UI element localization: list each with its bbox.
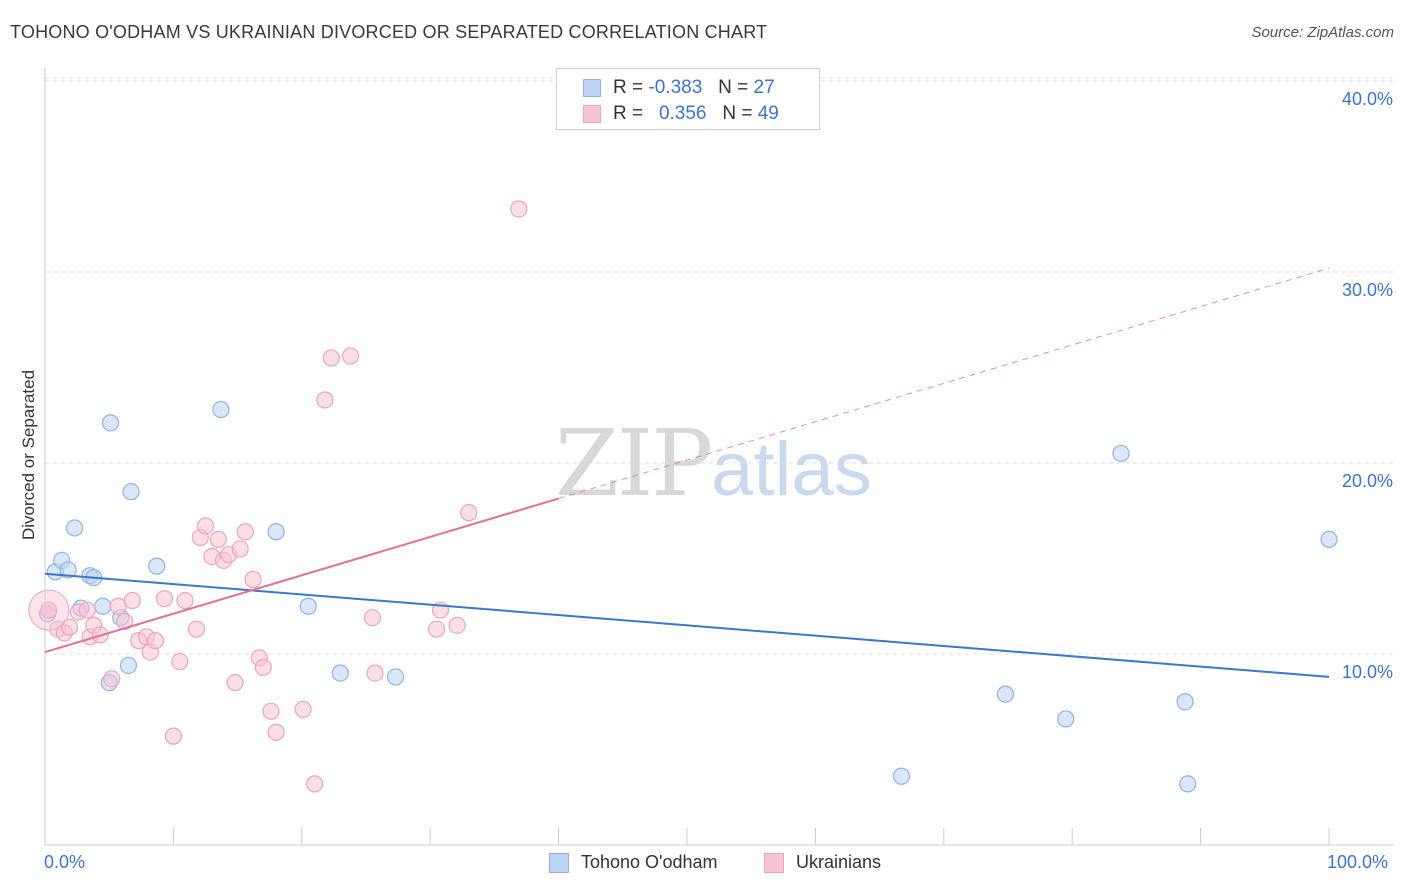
point-ukrainian	[262, 702, 280, 720]
point-tohono	[386, 668, 405, 686]
point-ukrainian	[306, 775, 324, 793]
legend-n-label: N =	[718, 77, 749, 98]
correlation-legend: R = -0.383 N = 27 R = 0.356 N = 49	[556, 68, 820, 130]
x-tick-label-max: 100.0%	[1327, 852, 1389, 872]
bottom-legend-label-tohono: Tohono O'odham	[581, 852, 718, 872]
point-ukrainian	[164, 727, 182, 745]
point-ukrainian	[316, 391, 334, 409]
legend-swatch-ukrainians	[583, 105, 601, 123]
point-tohono	[996, 685, 1015, 703]
point-tohono	[65, 519, 84, 537]
point-ukrainian	[428, 620, 446, 638]
point-tohono	[267, 523, 285, 541]
point-ukrainian-large	[28, 589, 70, 631]
point-ukrainian	[40, 601, 58, 619]
point-tohono	[59, 561, 77, 579]
trendline-extension-ukrainian	[558, 267, 1330, 500]
chart-title: TOHONO O'ODHAM VS UKRAINIAN DIVORCED OR …	[10, 22, 768, 42]
point-ukrainian	[60, 618, 78, 636]
y-tick-label: 40.0%	[1342, 89, 1393, 109]
point-tohono	[1057, 710, 1075, 728]
legend-swatch-tohono	[583, 79, 601, 97]
point-ukrainian	[171, 653, 189, 671]
point-ukrainian	[460, 504, 478, 522]
y-tick-label: 20.0%	[1342, 471, 1393, 491]
trendline-tohono	[44, 572, 1330, 678]
point-tohono	[1179, 775, 1197, 793]
legend-n-value: 27	[753, 77, 775, 98]
point-ukrainian	[78, 601, 96, 619]
y-axis-label: Divorced or Separated	[19, 369, 38, 541]
point-ukrainian	[187, 620, 206, 638]
point-ukrainian	[267, 723, 285, 741]
legend-text-ukrainians: R = 0.356 N = 49	[613, 103, 779, 125]
legend-n-label: N =	[722, 103, 753, 124]
bottom-legend-label-ukrainians: Ukrainians	[796, 852, 882, 872]
legend-r-value: -0.383	[648, 77, 703, 98]
point-tohono	[299, 597, 317, 615]
point-ukrainian	[254, 658, 272, 676]
point-ukrainian	[366, 664, 384, 682]
point-tohono	[1112, 444, 1130, 463]
point-ukrainian	[510, 200, 528, 218]
point-tohono	[148, 557, 166, 575]
legend-text-tohono: R = -0.383 N = 27	[613, 77, 775, 99]
bottom-legend-swatch-ukrainians	[764, 853, 784, 873]
point-tohono	[331, 664, 349, 682]
point-ukrainian	[231, 540, 249, 558]
point-ukrainian	[103, 670, 121, 688]
legend-r-value: 0.356	[658, 103, 707, 124]
x-tick-label-min: 0.0%	[44, 852, 86, 872]
point-ukrainian	[226, 674, 244, 692]
trendline-ukrainian	[44, 497, 559, 654]
point-ukrainian	[209, 530, 227, 549]
point-ukrainian	[244, 570, 262, 589]
bottom-legend-swatch-tohono	[549, 853, 569, 873]
point-tohono	[1320, 530, 1338, 549]
point-tohono	[101, 414, 120, 432]
y-tick-label: 10.0%	[1342, 662, 1393, 682]
point-ukrainian	[176, 591, 194, 610]
point-ukrainian	[116, 612, 134, 631]
point-ukrainian	[341, 347, 360, 365]
point-tohono	[1176, 693, 1194, 711]
point-ukrainian	[196, 517, 215, 535]
point-ukrainian	[294, 700, 312, 718]
legend-n-value: 49	[757, 103, 779, 124]
point-ukrainian	[123, 591, 141, 610]
source-credit: Source: ZipAtlas.com	[1251, 24, 1394, 41]
point-tohono	[119, 656, 138, 675]
point-tohono	[94, 597, 112, 615]
point-ukrainian	[236, 523, 254, 541]
legend-r-label: R =	[613, 103, 644, 124]
legend-r-label: R =	[613, 77, 644, 98]
point-tohono	[122, 483, 140, 501]
point-ukrainian	[155, 590, 174, 608]
point-tohono	[212, 400, 230, 419]
watermark-atlas: atlas	[711, 427, 872, 512]
point-ukrainian	[322, 349, 340, 367]
point-ukrainian	[448, 616, 466, 634]
point-ukrainian	[146, 632, 165, 650]
point-tohono	[892, 767, 911, 785]
point-ukrainian	[363, 609, 382, 627]
y-tick-label: 30.0%	[1342, 280, 1393, 300]
